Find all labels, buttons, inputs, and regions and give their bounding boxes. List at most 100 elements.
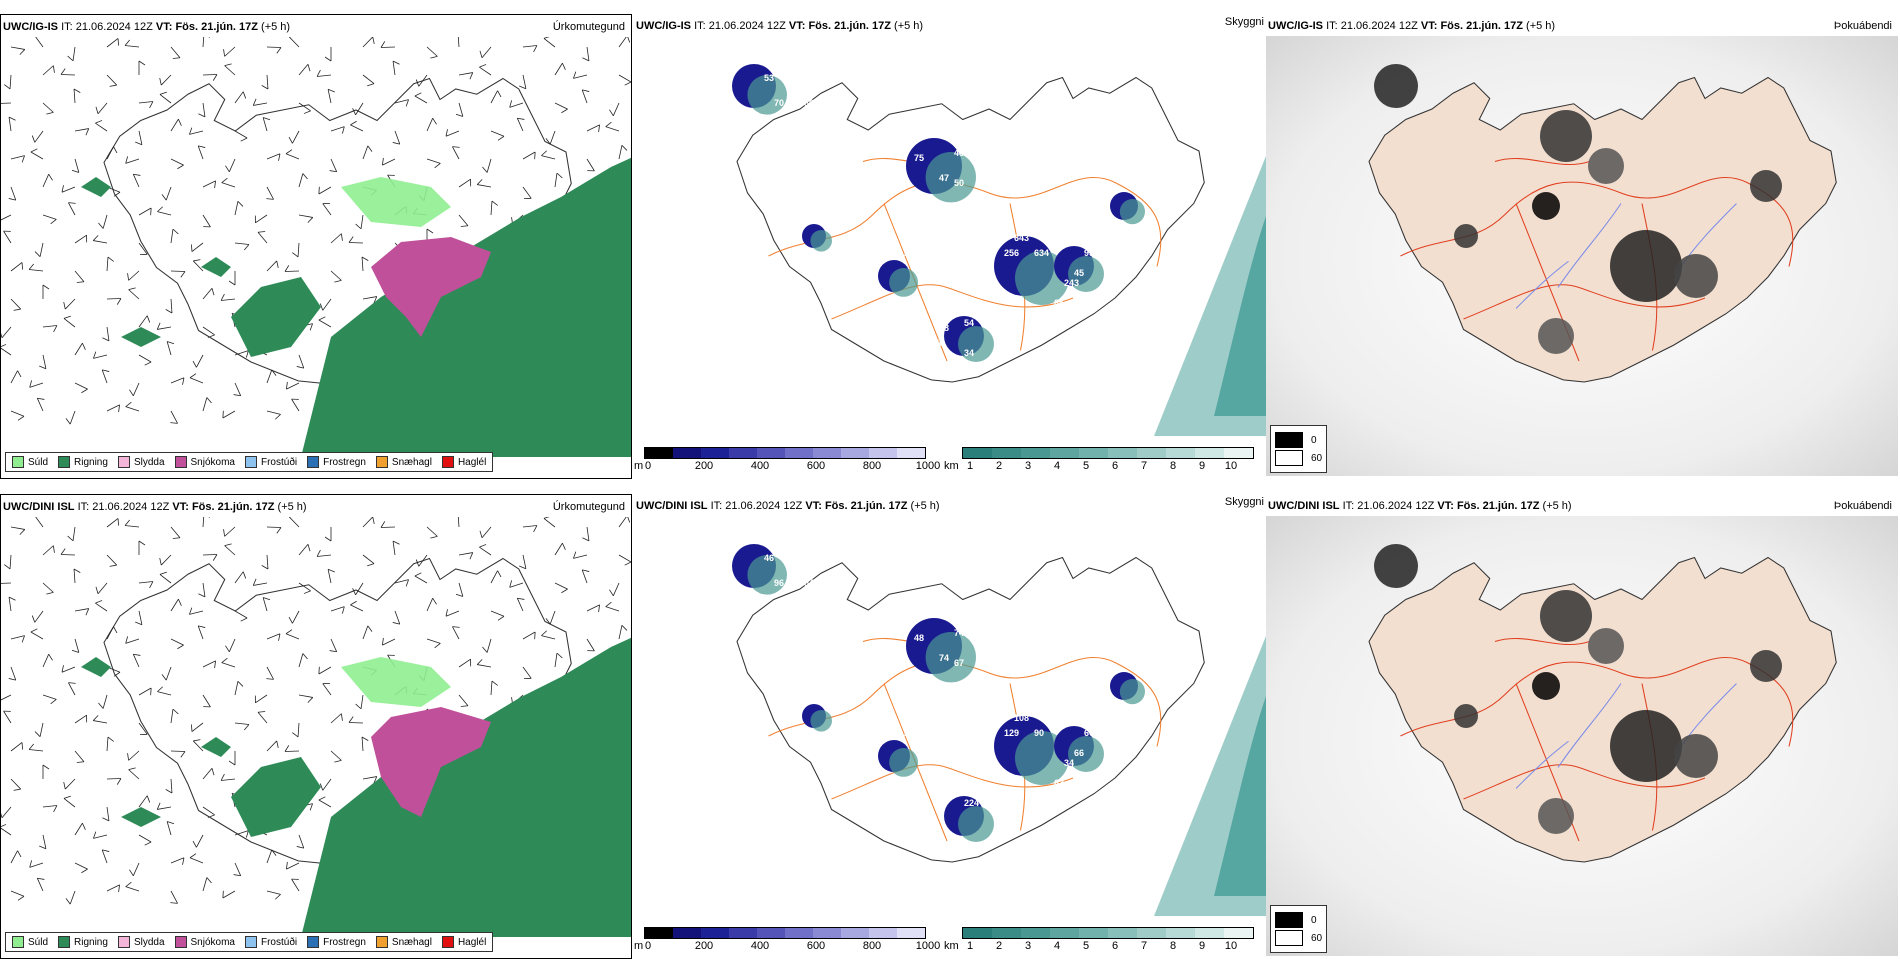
cloud-base-label: 47 bbox=[939, 173, 949, 183]
scale-tick: 600 bbox=[807, 940, 825, 952]
scale-tick: 600 bbox=[807, 460, 825, 472]
wind-barb bbox=[299, 64, 313, 79]
fog-area bbox=[1750, 650, 1782, 682]
wind-barb bbox=[200, 327, 215, 340]
wind-barb bbox=[5, 667, 15, 682]
wind-barb bbox=[197, 103, 205, 118]
wind-barb bbox=[414, 71, 427, 86]
wind-barb bbox=[75, 609, 90, 617]
wind-barb bbox=[72, 863, 87, 875]
wind-barb bbox=[323, 680, 336, 695]
wind-barb bbox=[37, 835, 46, 850]
wind-barb bbox=[198, 215, 211, 230]
wind-barb bbox=[414, 551, 427, 566]
fog-area bbox=[1454, 704, 1478, 728]
wind-barb bbox=[61, 549, 75, 555]
wind-barb bbox=[261, 75, 268, 89]
wind-barb bbox=[395, 580, 410, 589]
precip-map[interactable] bbox=[1, 37, 632, 457]
wind-barb bbox=[453, 103, 463, 118]
legend-label: 0 bbox=[1311, 435, 1317, 446]
legend-swatch bbox=[58, 936, 70, 948]
legend-label: 0 bbox=[1311, 915, 1317, 926]
legend-item: Haglél bbox=[442, 456, 486, 468]
cloud-base-label: 129 bbox=[1004, 728, 1019, 738]
wind-barb bbox=[1, 97, 11, 103]
fog-map[interactable] bbox=[1266, 36, 1898, 476]
wind-barb bbox=[293, 355, 303, 370]
wind-barb bbox=[517, 75, 526, 90]
cloud-base-label: 46 bbox=[764, 553, 774, 563]
cloud-panel-row2[interactable]: UWC/DINI ISL IT: 21.06.2024 12Z VT: Fös.… bbox=[634, 494, 1266, 959]
legend-item: Frostregn bbox=[307, 936, 366, 948]
wind-barb bbox=[582, 568, 592, 583]
wind-barb bbox=[1, 210, 11, 222]
scale-swatch bbox=[1021, 928, 1050, 938]
wind-barb bbox=[491, 681, 498, 695]
wind-barb bbox=[427, 598, 438, 613]
fog-legend-item: 0 bbox=[1275, 912, 1322, 928]
scale-tick: 4 bbox=[1054, 460, 1060, 472]
wind-barb bbox=[198, 144, 208, 159]
scale-swatch bbox=[992, 448, 1021, 458]
wind-barb bbox=[234, 243, 249, 250]
scale-swatch bbox=[729, 928, 757, 938]
wind-barb bbox=[188, 238, 203, 251]
wind-barb bbox=[191, 352, 203, 367]
cloud-base-label: 251 bbox=[904, 248, 919, 258]
wind-barb bbox=[552, 583, 567, 595]
wind-barb bbox=[508, 577, 523, 587]
scale-tick: 400 bbox=[751, 460, 769, 472]
wind-barb bbox=[454, 695, 468, 710]
fog-panel-row1[interactable]: UWC/IG-IS IT: 21.06.2024 12Z VT: Fös. 21… bbox=[1266, 14, 1898, 479]
wind-barb bbox=[489, 611, 504, 622]
scale-swatch bbox=[701, 448, 729, 458]
wind-barb bbox=[425, 159, 440, 169]
wind-barb bbox=[331, 127, 346, 137]
wind-barb bbox=[171, 119, 184, 134]
scale-tick: 400 bbox=[751, 940, 769, 952]
fog-area bbox=[1674, 734, 1718, 778]
panel-kind-label: Þokuábendi bbox=[1834, 500, 1892, 512]
wind-barb bbox=[266, 891, 281, 900]
scale-swatch bbox=[673, 448, 701, 458]
legend-label: Rigning bbox=[74, 457, 108, 468]
wind-barb bbox=[125, 747, 139, 761]
wind-barb bbox=[292, 876, 305, 891]
wind-barb bbox=[327, 271, 341, 285]
wind-barb bbox=[160, 570, 175, 583]
legend-item: Frostúði bbox=[245, 936, 297, 948]
cloud-base-label: 56 bbox=[944, 228, 954, 238]
wind-barb bbox=[235, 92, 248, 107]
wind-barb bbox=[9, 596, 17, 611]
wind-barb bbox=[28, 857, 43, 867]
rain-area bbox=[121, 807, 161, 827]
cloud-base-label: 66 bbox=[1074, 748, 1084, 758]
wind-barb bbox=[616, 75, 631, 87]
precip-panel-row1[interactable]: UWC/IG-IS IT: 21.06.2024 12Z VT: Fös. 21… bbox=[0, 14, 632, 479]
wind-barb bbox=[102, 368, 112, 383]
legend-swatch bbox=[1275, 930, 1303, 946]
wind-barb bbox=[555, 173, 563, 188]
precip-areas bbox=[81, 637, 632, 937]
wind-barb bbox=[1, 342, 14, 355]
fog-map[interactable] bbox=[1266, 516, 1898, 956]
cloud-panel-row1[interactable]: UWC/IG-IS IT: 21.06.2024 12Z VT: Fös. 21… bbox=[634, 14, 1266, 479]
wind-barb bbox=[93, 715, 108, 723]
wind-barb bbox=[165, 779, 172, 793]
cloud-base-label: 54 bbox=[804, 578, 814, 588]
legend-swatch bbox=[376, 456, 388, 468]
precip-panel-row2[interactable]: UWC/DINI ISL IT: 21.06.2024 12Z VT: Fös.… bbox=[0, 494, 632, 959]
wind-barb bbox=[124, 153, 139, 163]
wind-barb bbox=[518, 187, 531, 202]
cloud-area bbox=[810, 710, 832, 732]
wind-barb bbox=[165, 299, 172, 313]
wind-barb bbox=[229, 271, 235, 285]
cloud-area bbox=[810, 230, 832, 252]
precip-map[interactable] bbox=[1, 517, 632, 937]
fog-panel-row2[interactable]: UWC/DINI ISL IT: 21.06.2024 12Z VT: Fös.… bbox=[1266, 494, 1898, 959]
wind-barb bbox=[235, 201, 244, 216]
